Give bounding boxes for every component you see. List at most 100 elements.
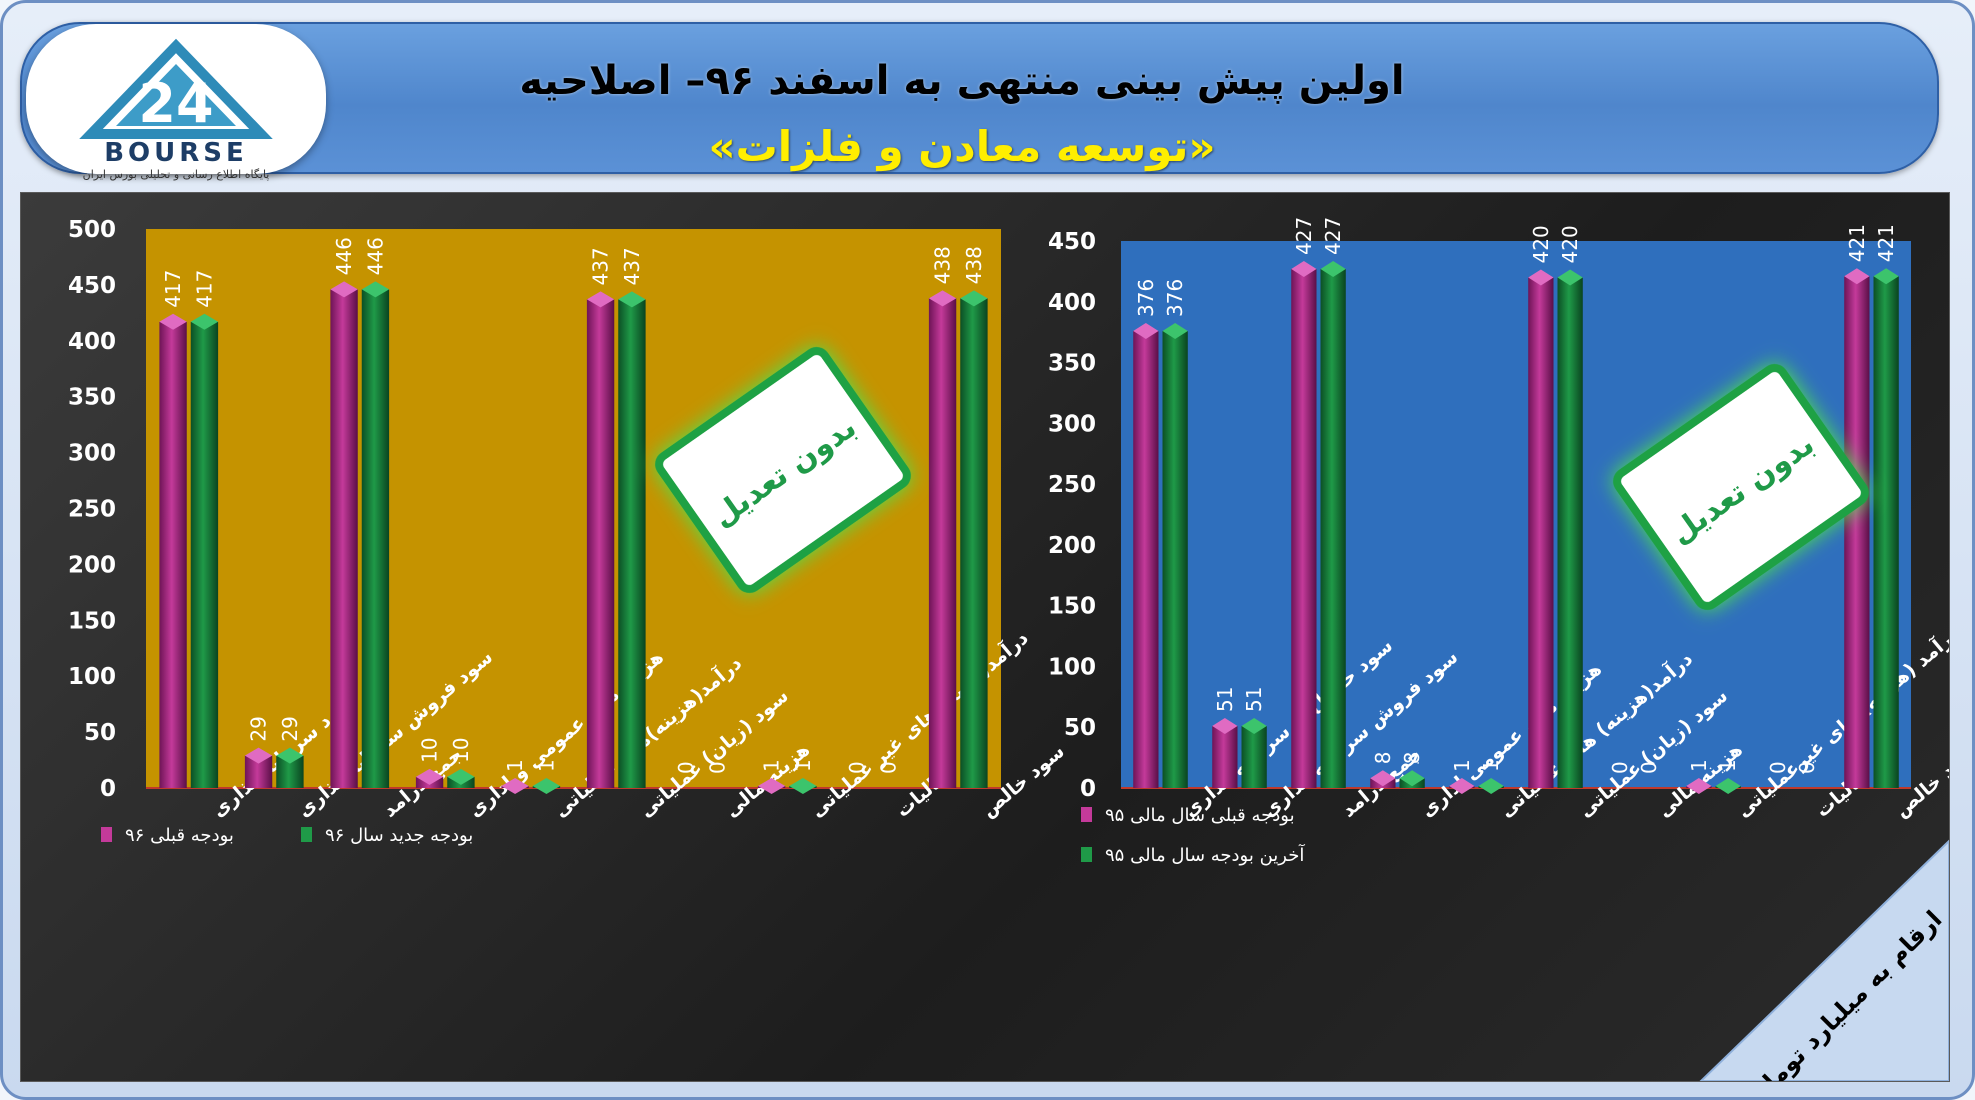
chart-left-ytick-label: 250: [68, 497, 116, 523]
chart-left-data-label: 438: [931, 246, 955, 284]
chart-right-data-label: 427: [1292, 217, 1316, 255]
chart-left-legend-item: بودجه جدید سال ۹۶: [301, 825, 473, 846]
logo-text: BOURSE: [104, 138, 248, 168]
logo-subtext: پایگاه اطلاع رسانی و تحلیلی بورس ایران: [82, 168, 270, 181]
chart-left-bar-cap-s1: [618, 291, 646, 308]
chart-right-bar-cap-s0: [1370, 770, 1396, 787]
chart-left-data-label: 0: [674, 761, 698, 774]
chart-right-data-label: 420: [1529, 225, 1553, 263]
chart-left-bar-s0: [928, 298, 957, 788]
chart-left-data-label: 0: [705, 761, 729, 774]
chart-left-bar-cap-s1: [447, 768, 475, 785]
chart-left-data-label: 0: [876, 761, 900, 774]
chart-left-bar-s1: [960, 298, 988, 788]
chart-left-data-label: 437: [589, 247, 613, 285]
chart-left-data-label: 438: [962, 246, 986, 284]
chart-left-bar-cap-s1: [960, 290, 988, 307]
chart-right-ytick-label: 100: [1048, 654, 1096, 680]
chart-left-data-label: 446: [332, 237, 356, 275]
chart-right-data-label: 427: [1321, 217, 1345, 255]
chart-left-ytick-label: 500: [68, 217, 116, 243]
chart-right-legend-item: آخرین بودجه سال مالی ۹۵: [1081, 843, 1305, 866]
chart-left-data-label: 10: [449, 737, 473, 762]
chart-left-bar-s0: [330, 289, 358, 788]
chart-left-bar-cap-s1: [276, 747, 304, 764]
chart-right-data-label: 51: [1213, 687, 1237, 712]
chart-left-badge-box: [655, 347, 911, 593]
chart-left-data-label: 0: [845, 761, 869, 774]
chart-left-bar-s0: [586, 299, 615, 788]
logo: 24 BOURSE پایگاه اطلاع رسانی و تحلیلی بو…: [26, 24, 326, 181]
chart-left-data-label: 417: [161, 270, 185, 308]
chart-right-bar-cap-s1: [1478, 778, 1504, 794]
chart-left-legend-item: بودجه قبلی ۹۶: [101, 825, 234, 846]
chart-right-legend-swatch: [1081, 807, 1092, 822]
chart-right-legend-swatch: [1081, 847, 1092, 862]
chart-right-ytick-label: 300: [1048, 411, 1096, 437]
chart-right-bar-s1: [1320, 268, 1346, 788]
chart-right-data-label: 0: [1795, 761, 1819, 774]
chart-right-bar-s0: [1212, 726, 1238, 788]
chart-right-data-label: 421: [1874, 224, 1898, 262]
logo-number: 24: [138, 72, 213, 135]
chart-right-data-label: 1: [1479, 759, 1503, 772]
chart-left-bar-cap-s1: [361, 281, 390, 298]
chart-right-data-label: 0: [1637, 761, 1661, 774]
chart-left-data-label: 1: [503, 759, 527, 772]
chart-right-bar-cap-s0: [1686, 778, 1712, 794]
chart-right-bar-s0: [1291, 268, 1317, 788]
chart-right-bar-s0: [1528, 277, 1554, 788]
chart-left-data-label: 437: [620, 247, 644, 285]
header-banner: اولین پیش بینی منتهی به اسفند ۹۶– اصلاحی…: [20, 22, 1939, 174]
chart-left-bar-s1: [190, 321, 219, 788]
chart-right-data-label: 1: [1450, 759, 1474, 772]
unit-note-bg: [1699, 839, 1949, 1081]
chart-right-bar-cap-s0: [1291, 260, 1317, 277]
chart-left-bar-cap-s0: [928, 290, 957, 307]
chart-left-bar-cap-s1: [532, 778, 561, 794]
chart-left-ytick-label: 300: [68, 441, 116, 467]
chart-left-bar-s0: [159, 321, 187, 788]
chart-right-legend-label: آخرین بودجه سال مالی ۹۵: [1105, 843, 1305, 866]
unit-note: ارقام به میلیارد تومان: [1699, 839, 1949, 1081]
chart-right-bar-s1: [1873, 276, 1899, 788]
chart-right-bar-s1: [1557, 277, 1583, 788]
chart-left-legend-swatch: [101, 827, 112, 842]
chart-right-bar-cap-s1: [1399, 770, 1425, 787]
chart-right-ytick-label: 50: [1064, 715, 1096, 741]
chart-right-ytick-label: 0: [1080, 776, 1096, 802]
page-title: اولین پیش بینی منتهی به اسفند ۹۶– اصلاحی…: [519, 58, 1405, 104]
chart-right-bar-cap-s0: [1212, 718, 1238, 735]
charts-svg: 050100150200250300350400450500417417سود …: [68, 217, 1949, 1081]
chart-right-ytick-label: 150: [1048, 594, 1096, 620]
chart-right-data-label: 420: [1558, 225, 1582, 263]
chart-left-ytick-label: 100: [68, 664, 116, 690]
chart-right-bar-s0: [1133, 330, 1159, 788]
chart-left-bar-s1: [618, 299, 646, 788]
chart-left-bar-s1: [361, 289, 390, 788]
chart-right-data-label: 8: [1400, 752, 1424, 765]
chart-right-data-label: 1: [1687, 759, 1711, 772]
chart-left-bar-cap-s1: [789, 778, 817, 794]
chart-left-data-label: 417: [192, 270, 216, 308]
chart-right-ytick-label: 400: [1048, 290, 1096, 316]
chart-right-bar-s0: [1844, 276, 1870, 788]
chart-left-ytick-label: 450: [68, 273, 116, 299]
chart-right-data-label: 1: [1716, 759, 1740, 772]
chart-right-bar-s1: [1241, 726, 1267, 788]
chart-right-ytick-label: 450: [1048, 229, 1096, 255]
chart-left-bar-cap-s0: [244, 747, 273, 764]
chart-left-ytick-label: 0: [100, 776, 116, 802]
chart-left-ytick-label: 50: [84, 720, 116, 746]
chart-right-bar-cap-s1: [1715, 778, 1741, 794]
chart-right-ytick-label: 350: [1048, 351, 1096, 377]
chart-left-bar-cap-s0: [159, 313, 187, 330]
chart-right-legend-item: بودجه قبلی سال مالی ۹۵: [1081, 805, 1295, 826]
chart-left-legend-label: بودجه قبلی ۹۶: [125, 825, 234, 846]
chart-left-bar-cap-s0: [330, 281, 358, 298]
chart-left-bar-cap-s1: [190, 313, 219, 330]
chart-right-bar-cap-s1: [1320, 260, 1346, 277]
chart-left-legend-label: بودجه جدید سال ۹۶: [325, 825, 473, 846]
chart-right-ytick-label: 250: [1048, 472, 1096, 498]
chart-right-bar-cap-s0: [1528, 269, 1554, 286]
